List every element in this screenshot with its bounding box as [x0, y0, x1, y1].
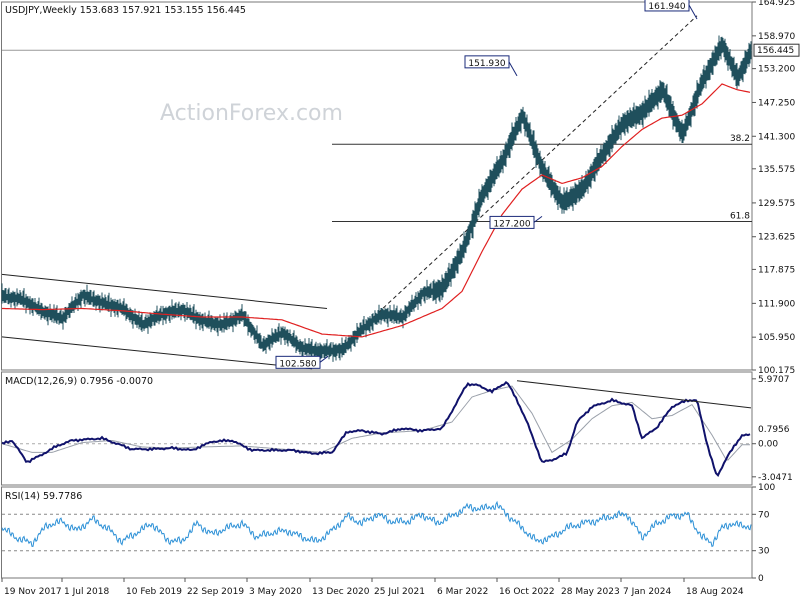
last-price-box [753, 43, 800, 57]
channel-lower-line [1, 336, 313, 370]
x-tick-label: 19 Nov 2017 [4, 587, 62, 597]
panel-frame-3 [1, 486, 753, 579]
moving-average-line [2, 83, 751, 338]
price-tick-label: 135.575 [758, 165, 795, 175]
x-tick-label: 6 Mar 2022 [437, 587, 488, 597]
rsi-title: RSI(14) 59.7786 [5, 491, 82, 502]
annotation-leader [688, 4, 698, 20]
price-tick-label: 129.575 [758, 199, 795, 209]
annotation-label: 161.940 [648, 2, 685, 12]
rsi-tick-label: 70 [758, 510, 770, 520]
fib-level-label: 61.8 [730, 212, 750, 222]
macd-title: MACD(12,26,9) 0.7956 -0.0070 [5, 376, 153, 387]
annotation-label: 102.580 [279, 359, 316, 369]
x-tick-label: 1 Jul 2018 [64, 587, 109, 597]
macd-trendline [516, 380, 752, 409]
price-tick-label: 105.950 [758, 333, 795, 343]
annotation-label: 127.200 [493, 219, 530, 229]
price-annotation: 161.940 [644, 0, 698, 20]
annotation-leader [533, 216, 543, 223]
price-tick-label: 153.200 [758, 65, 795, 75]
macd-tick-label: 0.00 [758, 440, 778, 450]
fib-level-label: 38.2 [730, 134, 750, 144]
rsi-tick-label: 30 [758, 547, 770, 557]
macd-current-label: 0.7956 [758, 425, 790, 435]
annotation-leader [319, 355, 329, 363]
annotation-leader [508, 61, 518, 77]
macd-tick-label: 5.9707 [758, 375, 790, 385]
rsi-line [1, 500, 752, 548]
watermark-text: ActionForex.com [160, 101, 343, 126]
rsi-tick-label: 0 [758, 574, 764, 584]
panel-frame-1 [1, 1, 753, 371]
trend-dashed-line [336, 15, 698, 352]
chart-header: USDJPY,Weekly 153.683 157.921 153.155 15… [5, 5, 246, 16]
x-tick-label: 10 Feb 2019 [126, 587, 182, 597]
annotation-label: 151.930 [468, 59, 505, 69]
price-tick-label: 117.875 [758, 265, 795, 275]
x-tick-label: 28 May 2023 [561, 587, 620, 597]
x-tick-label: 16 Oct 2022 [499, 587, 555, 597]
price-annotation: 102.580 [275, 355, 329, 369]
price-tick-label: 147.250 [758, 98, 795, 108]
macd-current-box [754, 423, 799, 435]
price-annotation: 151.930 [464, 55, 518, 77]
channel-upper-line [1, 273, 328, 309]
x-tick-label: 25 Jul 2021 [374, 587, 425, 597]
rsi-tick-label: 100 [758, 483, 775, 493]
price-tick-label: 141.300 [758, 132, 795, 142]
price-annotation: 127.200 [489, 215, 543, 229]
price-tick-label: 158.970 [758, 32, 795, 42]
price-tick-label: 123.625 [758, 233, 795, 243]
x-tick-label: 13 Dec 2020 [312, 587, 370, 597]
last-price-label: 156.445 [757, 46, 794, 56]
x-tick-label: 18 Aug 2024 [686, 587, 744, 597]
price-tick-label: 111.900 [758, 299, 795, 309]
x-tick-label: 3 May 2020 [249, 587, 302, 597]
panel-frame-2 [1, 371, 753, 486]
x-tick-label: 7 Jan 2024 [623, 587, 671, 597]
price-tick-label: 100.175 [758, 366, 795, 376]
x-tick-label: 22 Sep 2019 [187, 587, 244, 597]
price-tick-label: 164.925 [758, 0, 795, 8]
macd-tick-label: -3.0471 [758, 473, 793, 483]
macd-line [1, 380, 751, 478]
